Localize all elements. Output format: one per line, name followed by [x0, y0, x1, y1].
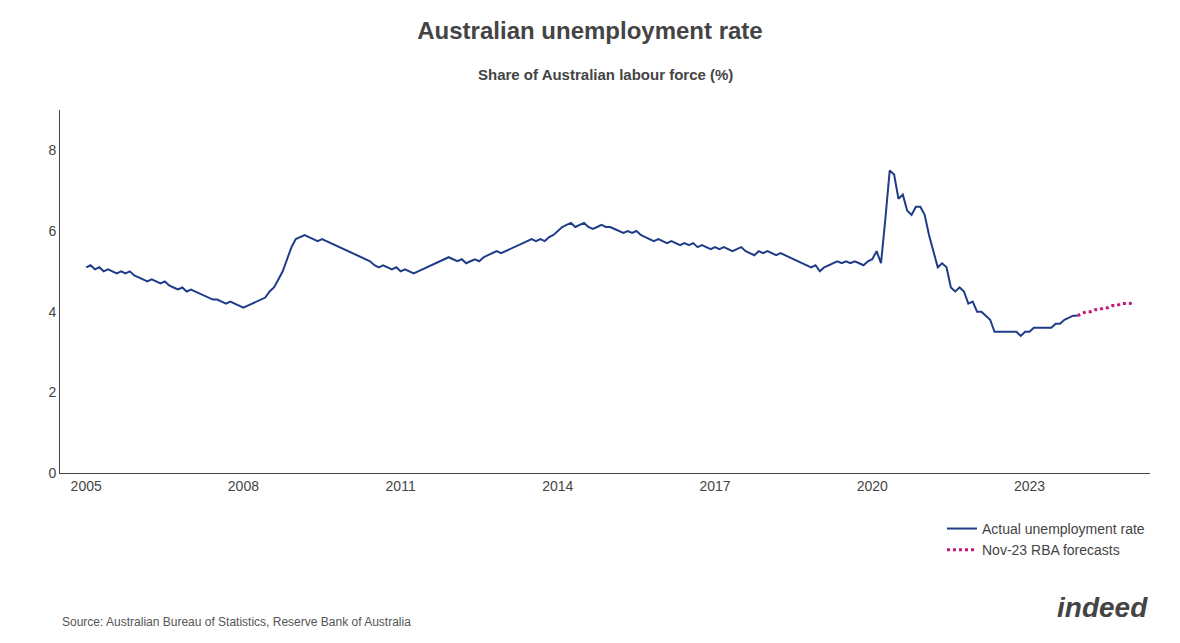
svg-text:Source: Australian Bureau of S: Source: Australian Bureau of Statistics,… — [62, 615, 411, 629]
svg-text:2020: 2020 — [857, 478, 888, 494]
svg-text:8: 8 — [48, 142, 56, 158]
svg-text:Share of Australian labour for: Share of Australian labour force (%) — [478, 66, 733, 83]
svg-text:6: 6 — [48, 223, 56, 239]
svg-text:2008: 2008 — [228, 478, 259, 494]
svg-text:2005: 2005 — [71, 478, 102, 494]
svg-text:Nov-23 RBA forecasts: Nov-23 RBA forecasts — [982, 542, 1120, 558]
svg-text:4: 4 — [48, 304, 56, 320]
svg-text:2011: 2011 — [386, 478, 416, 494]
svg-text:Australian unemployment rate: Australian unemployment rate — [417, 17, 762, 44]
svg-text:2: 2 — [48, 384, 56, 400]
svg-text:2014: 2014 — [542, 478, 573, 494]
svg-text:2023: 2023 — [1014, 478, 1045, 494]
svg-text:Actual unemployment rate: Actual unemployment rate — [982, 521, 1145, 537]
svg-text:0: 0 — [48, 465, 56, 481]
svg-text:indeed: indeed — [1057, 592, 1148, 623]
svg-text:2017: 2017 — [699, 478, 730, 494]
